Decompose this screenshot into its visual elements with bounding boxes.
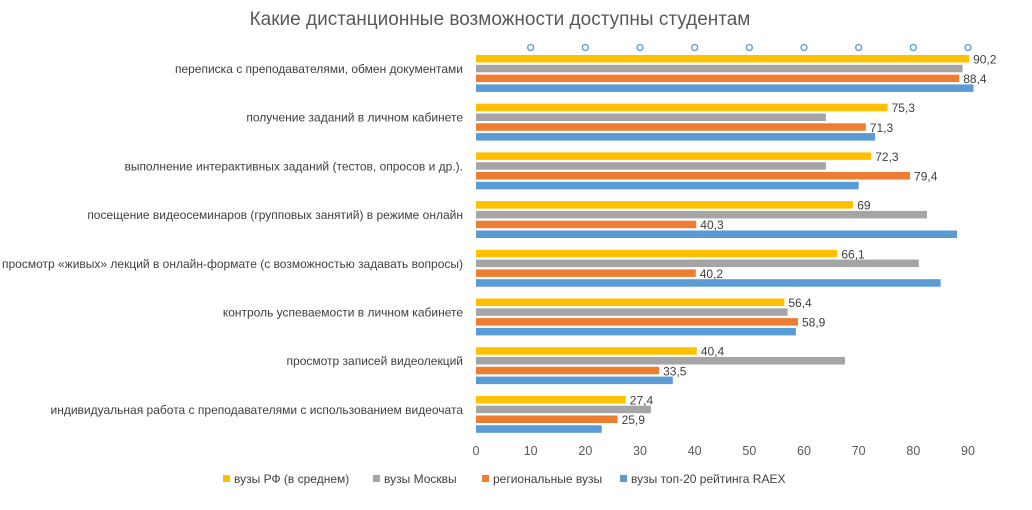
bar: [476, 152, 872, 160]
bar: [476, 55, 970, 63]
category-label: контроль успеваемости в личном кабинете: [223, 306, 464, 320]
bar: [476, 103, 888, 112]
bar: [476, 84, 974, 92]
bar: [476, 425, 602, 433]
category-label: получение заданий в личном кабинете: [246, 111, 463, 125]
data-label: 40,2: [700, 267, 724, 281]
bar: [476, 133, 876, 141]
legend-label: вузы РФ (в среднем): [234, 472, 349, 486]
data-label: 25,9: [622, 413, 646, 427]
bar: [476, 395, 626, 404]
data-label: 75,3: [892, 101, 916, 115]
x-tick-label: 40: [688, 444, 702, 458]
top-marker: [581, 43, 589, 52]
bar: [476, 308, 788, 316]
legend-label: вузы Москвы: [384, 472, 457, 486]
data-label: 56,4: [788, 296, 812, 310]
x-tick-label: 10: [524, 444, 538, 458]
bar: [476, 201, 854, 209]
x-tick-label: 70: [852, 444, 866, 458]
category-label: индивидуальная работа с преподавателями …: [51, 403, 464, 417]
legend-swatch: [620, 475, 627, 482]
data-label: 88,4: [963, 72, 987, 86]
data-label: 40,3: [700, 218, 724, 232]
data-label: 40,4: [701, 345, 725, 359]
x-tick-label: 20: [578, 444, 592, 458]
data-label: 72,3: [875, 150, 899, 164]
legend-label: вузы топ-20 рейтинга RAEX: [631, 472, 785, 486]
bar: [476, 113, 826, 121]
x-tick-label: 60: [797, 444, 811, 458]
category-label: переписка с преподавателями, обмен докум…: [175, 62, 463, 76]
data-label: 66,1: [841, 247, 865, 261]
bar: [476, 269, 696, 277]
top-marker: [636, 43, 644, 52]
category-label: просмотр записей видеолекций: [287, 354, 463, 368]
data-label: 58,9: [802, 316, 826, 330]
category-label: просмотр «живых» лекций в онлайн-формате…: [2, 257, 463, 271]
category-label: выполнение интерактивных заданий (тестов…: [124, 159, 463, 173]
bar: [476, 357, 845, 365]
data-labels: 90,2 88,4 75,3 71,3 72,3 79,4 69 40,3 66,1 40,2 56…: [622, 53, 997, 428]
x-tick-label: 80: [906, 444, 920, 458]
bar: [476, 181, 859, 190]
x-axis-ticks: 0 10 20 30 40 50 60 70 80 90: [473, 444, 975, 458]
bar: [476, 162, 826, 170]
x-tick-label: 0: [473, 444, 480, 458]
bar: [476, 123, 866, 131]
chart-title: Какие дистанционные возможности доступны…: [250, 9, 751, 30]
legend-swatch: [482, 475, 489, 482]
data-label: 69: [857, 199, 871, 213]
top-marker: [691, 43, 699, 52]
bar: [476, 259, 919, 268]
top-marker: [855, 43, 863, 52]
bar: [476, 298, 785, 306]
data-label: 33,5: [663, 364, 687, 378]
top-marker: [909, 43, 917, 52]
legend: вузы РФ (в среднем) вузы Москвы региональн…: [223, 472, 785, 486]
bar: [476, 220, 697, 229]
top-marker: [745, 43, 753, 52]
bar: [476, 327, 796, 336]
bar: [476, 415, 618, 423]
data-label: 71,3: [870, 121, 894, 135]
legend-label: региональные вузы: [493, 472, 602, 486]
bar: [476, 64, 963, 73]
bar: [476, 376, 673, 385]
legend-swatch: [373, 475, 380, 482]
bar: [476, 318, 798, 326]
category-label: посещение видеосеминаров (групповых заня…: [87, 208, 463, 222]
legend-swatch: [223, 475, 230, 482]
top-marker: [800, 43, 808, 52]
x-tick-label: 50: [742, 444, 756, 458]
data-label: 90,2: [973, 53, 997, 67]
x-tick-label: 90: [961, 444, 975, 458]
bar: [476, 249, 838, 258]
bar: [476, 366, 660, 375]
bar: [476, 74, 960, 83]
bar: [476, 230, 958, 238]
bar: [476, 279, 941, 287]
data-label: 27,4: [630, 393, 654, 407]
bar: [476, 172, 911, 180]
bar: [476, 405, 651, 414]
bar: [476, 210, 927, 219]
top-marker: [527, 43, 535, 52]
top-marker: [964, 43, 972, 52]
x-tick-label: 30: [633, 444, 647, 458]
data-label: 79,4: [914, 170, 938, 184]
bar: [476, 347, 697, 355]
category-labels: переписка с преподавателями, обмен докум…: [2, 62, 463, 417]
top-markers: [527, 43, 972, 52]
bars: [476, 55, 974, 433]
